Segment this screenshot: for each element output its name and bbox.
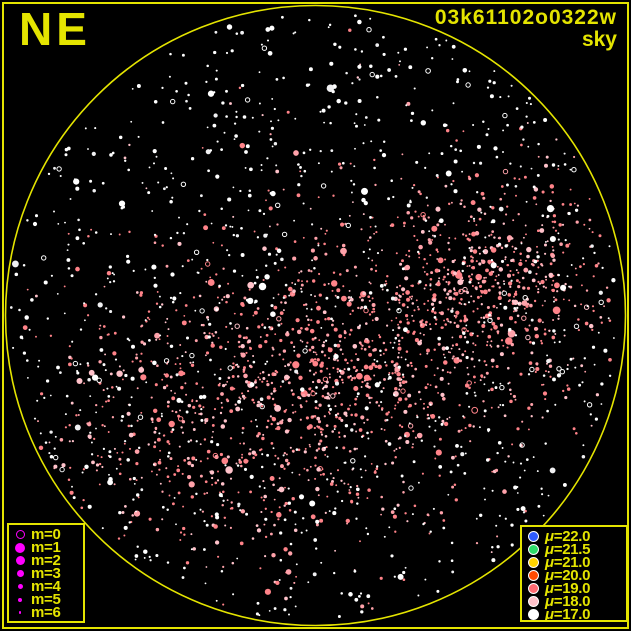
- mu19-label: μ=19.0: [545, 580, 591, 597]
- magnitude-size-legend: m=0 m=1 m=2 m=3 m=4 m=5 m=6: [7, 523, 85, 623]
- legend-row: m=6: [13, 604, 79, 621]
- legend-row: μ=17.0: [526, 606, 622, 623]
- mu21-dot-icon: [528, 557, 539, 568]
- mu22-dot-icon: [528, 531, 539, 542]
- surface-brightness-color-legend: μ=22.0 μ=21.5 μ=21.0 μ=20.0 μ=19.0 μ=18.…: [520, 525, 628, 622]
- m5-label: m=5: [31, 591, 61, 608]
- m2-circle-icon: [15, 556, 25, 565]
- m0-label: m=0: [31, 526, 61, 543]
- mu19-dot-icon: [528, 583, 539, 594]
- m4-label: m=4: [31, 578, 61, 595]
- m1-circle-icon: [15, 542, 25, 553]
- m4-circle-icon: [17, 584, 23, 589]
- sky-label: sky: [581, 28, 617, 51]
- legend-row: m=4: [13, 578, 79, 595]
- m3-label: m=3: [31, 565, 61, 582]
- legend-row: μ=20.0: [526, 567, 622, 584]
- mu18-label: μ=18.0: [545, 593, 591, 610]
- exposure-id-label: 03k61102o0322w: [434, 6, 617, 29]
- legend-row: m=0: [13, 526, 79, 543]
- legend-row: μ=19.0: [526, 580, 622, 597]
- legend-row: m=5: [13, 591, 79, 608]
- mu22-label: μ=22.0: [545, 528, 591, 545]
- stars-layer: [9, 14, 616, 618]
- legend-row: μ=18.0: [526, 593, 622, 610]
- mu21-5-label: μ=21.5: [545, 541, 591, 558]
- mu17-dot-icon: [528, 609, 539, 620]
- legend-row: μ=21.0: [526, 554, 622, 571]
- mu21-5-dot-icon: [528, 544, 539, 555]
- m3-circle-icon: [16, 570, 24, 577]
- m1-label: m=1: [31, 539, 61, 556]
- orientation-label: NE: [19, 3, 91, 55]
- m6-label: m=6: [31, 604, 61, 621]
- legend-row: m=3: [13, 565, 79, 582]
- mu20-dot-icon: [528, 570, 539, 581]
- legend-row: μ=22.0: [526, 528, 622, 545]
- m6-circle-icon: [18, 611, 22, 614]
- m5-circle-icon: [18, 597, 22, 602]
- legend-row: m=1: [13, 539, 79, 556]
- legend-row: μ=21.5: [526, 541, 622, 558]
- field-boundary-circle: [4, 4, 627, 627]
- mu18-dot-icon: [528, 596, 539, 607]
- legend-row: m=2: [13, 552, 79, 569]
- frame-id-block: 03k61102o0322w sky: [435, 6, 617, 51]
- m2-label: m=2: [31, 552, 61, 569]
- mu17-label: μ=17.0: [545, 606, 591, 623]
- mu21-label: μ=21.0: [545, 554, 591, 571]
- mu20-label: μ=20.0: [545, 567, 591, 584]
- m0-circle-icon: [15, 530, 25, 539]
